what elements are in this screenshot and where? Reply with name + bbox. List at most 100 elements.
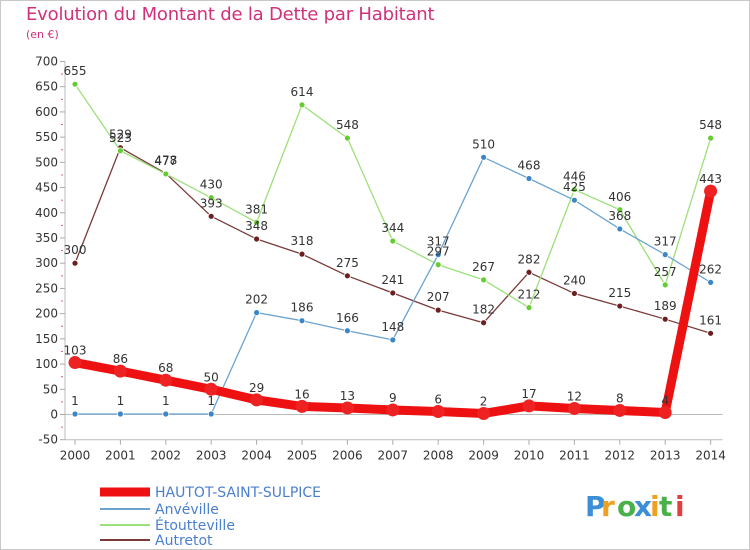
series-2-data-label: 406 [608,190,631,204]
series-1-point [571,196,578,204]
series-0-point [658,405,672,419]
series-0-data-label: 16 [294,387,309,401]
logo-letter: P [585,490,606,523]
series-1-data-label: 1 [162,394,170,408]
series-3-point [661,315,669,323]
series-3-data-label: 529 [109,128,132,142]
series-0-point [250,393,264,407]
series-3-data-label: 282 [518,252,541,266]
y-tick-label: 350 [35,231,58,245]
series-2-point [162,170,170,178]
series-0-data-label: 29 [249,381,264,395]
series-1-data-label: 510 [472,137,495,151]
y-tick-label: 650 [35,80,58,94]
series-2-point [298,101,306,109]
series-0-data-label: 8 [616,391,624,405]
series-2-data-label: 655 [64,64,87,78]
series-0-point [704,184,718,198]
series-0-point [113,364,127,378]
x-tick-label: 2007 [378,449,409,463]
y-tick-label: 50 [43,382,58,396]
series-2-point [117,147,124,155]
series-3-data-label: 182 [472,303,495,317]
series-0-point [567,401,581,415]
series-0-data-label: 4 [661,393,669,407]
series-3-data-label: 161 [699,313,722,327]
series-1-data-label: 425 [563,180,586,194]
series-3-data-label: 240 [563,273,586,287]
series-2-data-label: 267 [472,260,495,274]
chart-legend: HAUTOT-SAINT-SULPICEAnvévilleÉtouttevill… [100,485,321,549]
series-1-data-label: 1 [117,394,125,408]
y-tick-label: 0 [50,408,58,422]
x-tick-label: 2008 [423,449,454,463]
series-0-point [159,373,173,387]
series-3-data-label: 189 [654,299,677,313]
series-3-data-label: 215 [608,286,631,300]
x-tick-label: 2009 [468,449,499,463]
series-3-point [525,268,533,276]
series-2-data-label: 297 [427,245,450,259]
series-1-point [343,327,351,335]
series-1-point [162,410,170,418]
series-2-data-label: 446 [563,170,586,184]
x-tick-label: 2002 [151,449,182,463]
series-0-data-label: 12 [567,389,582,403]
y-tick-label: 550 [35,130,58,144]
series-0-point [522,399,536,413]
series-0-data-label: 13 [340,389,355,403]
series-3-point [434,306,442,314]
legend-label-3: Autretot [155,533,213,549]
x-tick-label: 2010 [514,449,545,463]
series-1-point [207,410,215,418]
logo-letter: i [675,490,685,523]
series-0-point [295,399,309,413]
x-tick-label: 2004 [241,449,272,463]
series-1-point [298,317,306,325]
y-tick-label: 500 [35,155,58,169]
series-2-point [480,276,488,284]
series-3-point [343,272,351,280]
series-1-point [616,225,624,233]
series-3-data-label: 393 [200,196,223,210]
series-2-point [71,80,79,88]
series-0-point [204,382,218,396]
series-2-data-label: 548 [699,118,722,132]
series-3-point [707,329,714,337]
series-2-data-label: 212 [518,288,541,302]
series-0-point [68,356,82,370]
series-1-data-label: 1 [207,394,215,408]
series-2-point [616,206,624,214]
y-tick-label: 150 [35,332,58,346]
series-3-data-label: 241 [381,273,404,287]
series-0-point [477,406,491,420]
x-tick-label: 2003 [196,449,227,463]
logo-letter: o [617,490,636,523]
x-tick-label: 2001 [105,449,136,463]
series-1-point [117,410,124,418]
series-3-data-label: 300 [64,243,87,257]
series-0-data-label: 103 [64,344,87,358]
legend-label-1: Anvéville [155,502,219,518]
x-tick-label: 2000 [60,449,91,463]
series-2-data-label: 344 [381,221,404,235]
series-2-point [253,218,261,226]
series-3-data-label: 478 [154,153,177,167]
series-2-data-label: 548 [336,118,359,132]
y-tick-label: 300 [35,256,58,270]
logo-letter: r [601,490,615,523]
series-1-point [71,410,79,418]
chart-data-labels: 3005294783933483182752412071822822402151… [64,64,723,408]
chart-series-lines [68,80,718,420]
series-3-point [616,302,624,310]
logo-letter: t [659,490,672,523]
series-3-point [207,212,215,220]
series-1-data-label: 368 [608,209,631,223]
x-tick-label: 2011 [559,449,590,463]
series-0-data-label: 86 [113,352,128,366]
series-1-data-label: 1 [71,394,79,408]
series-3-point [253,235,261,243]
series-1-point [661,251,669,259]
